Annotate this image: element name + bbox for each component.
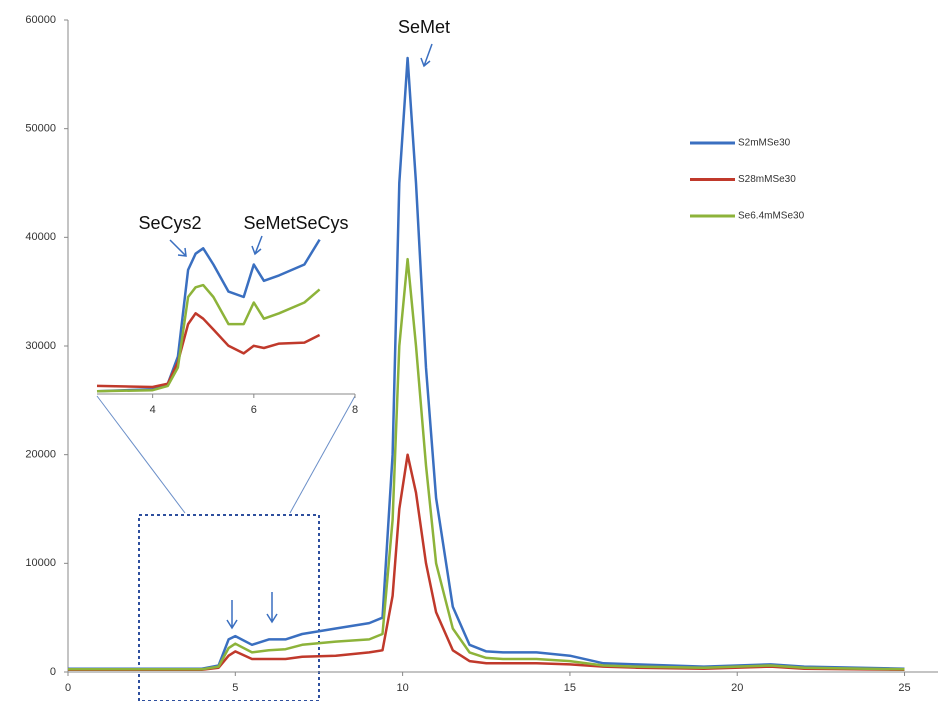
series-line [68,56,905,670]
x-tick-label: 0 [65,682,71,694]
y-tick-label: 20000 [25,449,56,461]
x-tick-label: 15 [564,682,576,694]
annotation: SeCys2 [138,213,201,233]
y-tick-label: 60000 [25,14,56,26]
y-tick-label: 30000 [25,340,56,352]
arrows [169,43,433,630]
annotation: SeMet [398,17,450,37]
x-tick-label: 4 [150,404,156,416]
y-tick-label: 40000 [25,231,56,243]
connector [96,395,186,514]
series-line [96,312,321,389]
connector [289,395,356,514]
annotation: SeMetSeCys [243,213,348,233]
legend-label: S2mMSe30 [738,138,791,149]
x-tick-label: 6 [251,404,257,416]
legend-label: Se6.4mMSe30 [738,211,805,222]
y-tick-label: 10000 [25,557,56,569]
zoom-box [138,514,320,701]
series-line [68,257,905,671]
x-tick-label: 5 [232,682,238,694]
x-tick-label: 25 [898,682,910,694]
series-line [96,283,321,393]
x-tick-label: 20 [731,682,743,694]
x-tick-label: 10 [396,682,408,694]
y-tick-label: 0 [50,666,56,678]
legend-label: S28mMSe30 [738,174,796,185]
x-tick-label: 8 [352,404,358,416]
y-tick-label: 50000 [25,123,56,135]
